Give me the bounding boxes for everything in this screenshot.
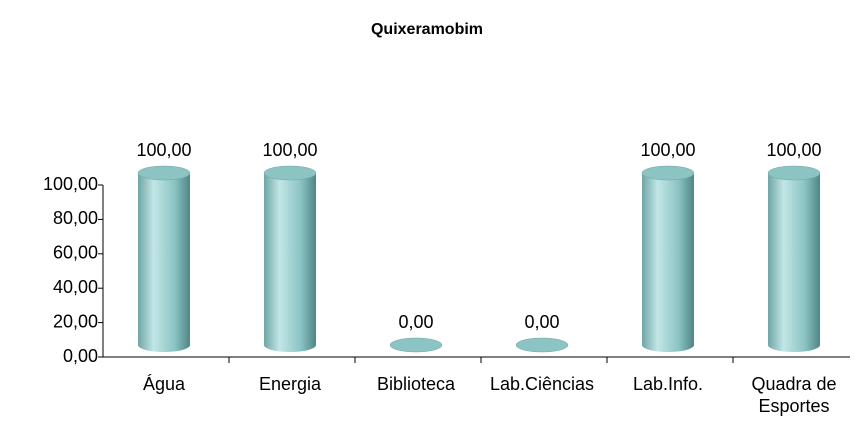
- bar: [137, 165, 191, 352]
- y-tick-label: 20,00: [53, 311, 98, 331]
- x-tick-label: Energia: [259, 374, 322, 394]
- bar: [515, 337, 569, 353]
- x-tick-label: Lab.Ciências: [490, 374, 594, 394]
- bar: [263, 165, 317, 352]
- y-tick-label: 80,00: [53, 208, 98, 228]
- value-label: 0,00: [398, 312, 433, 332]
- bar: [767, 165, 821, 352]
- value-label: 100,00: [640, 140, 695, 160]
- y-tick-label: 60,00: [53, 243, 98, 263]
- chart-title: Quixeramobim: [371, 21, 483, 38]
- y-tick-label: 0,00: [63, 346, 98, 366]
- x-tick-label: Quadra de Esportes: [751, 374, 836, 416]
- x-tick-label: Biblioteca: [377, 374, 456, 394]
- y-tick-label: 40,00: [53, 277, 98, 297]
- y-tick-label: 100,00: [43, 174, 98, 194]
- x-tick-label: Lab.Info.: [633, 374, 703, 394]
- value-label: 100,00: [136, 140, 191, 160]
- bar: [641, 165, 695, 352]
- value-label: 100,00: [766, 140, 821, 160]
- x-tick-label: Água: [143, 374, 186, 394]
- value-label: 0,00: [524, 312, 559, 332]
- value-label: 100,00: [262, 140, 317, 160]
- bar: [389, 337, 443, 353]
